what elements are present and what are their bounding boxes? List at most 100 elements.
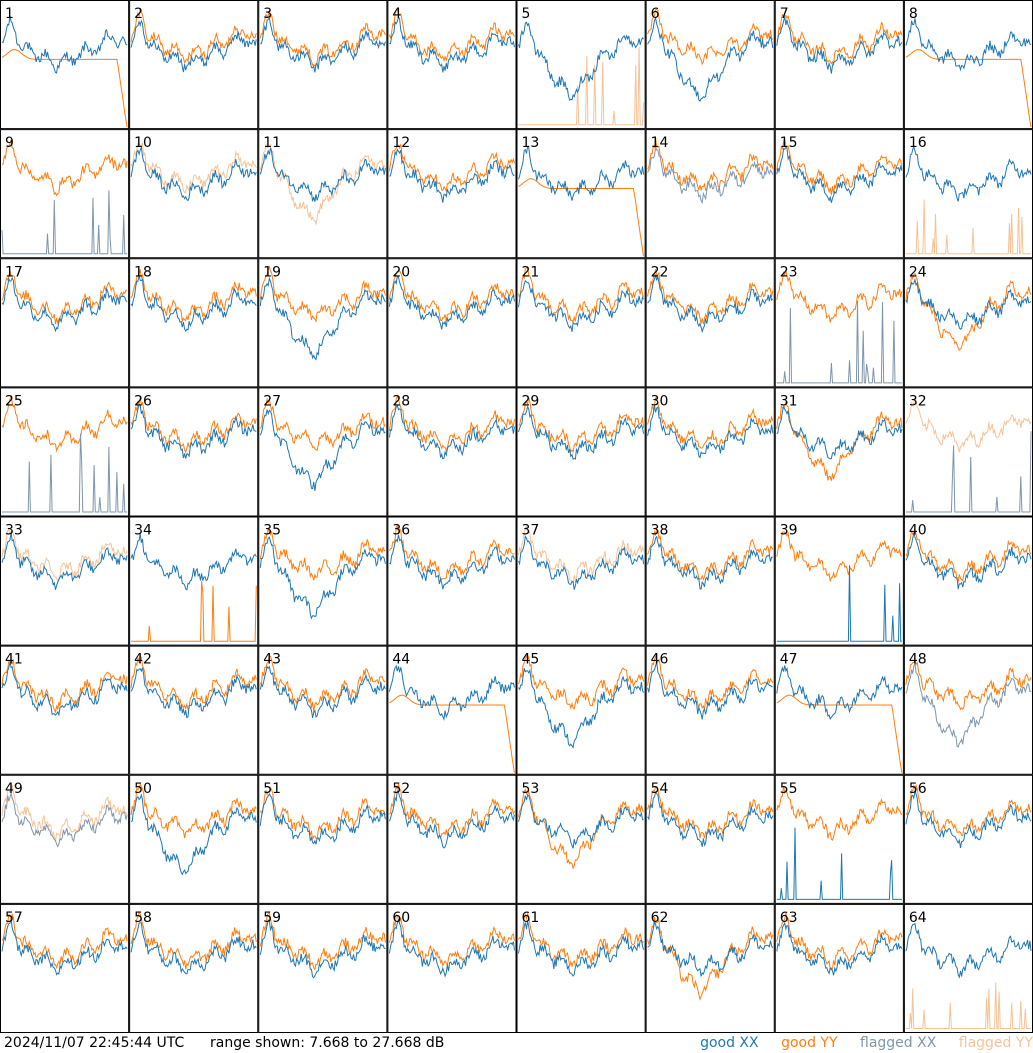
panel-label: 17 [5,264,23,280]
panel-frame [645,645,775,775]
panel-label: 49 [5,781,23,797]
series-flagged-xx [647,146,774,205]
series-good-yy [518,912,644,968]
series-good-yy [776,13,903,67]
panel-frame [129,774,259,904]
panel-label: 34 [134,523,152,539]
series-good-xx [388,917,515,978]
panel-label: 32 [909,393,927,409]
panel-label: 21 [522,264,540,280]
panel-frame [387,645,517,775]
panel-frame [0,645,130,775]
series-good-yy [259,527,386,581]
series-good-xx [905,145,1032,202]
panel-50: 50 [129,774,259,904]
series-good-xx [259,276,386,361]
series-good-xx [259,147,386,202]
series-good-xx [776,146,903,203]
panel-label: 9 [5,135,14,151]
panel-5: 5 [516,0,646,130]
series-good-yy [130,268,257,322]
panel-46: 46 [645,645,775,775]
series-good-yy [776,137,903,196]
panel-label: 45 [522,652,540,668]
series-flagged-xx [905,661,1032,748]
panel-frame [774,0,904,130]
panel-48: 48 [903,645,1033,775]
panel-frame [774,129,904,259]
series-good-xx [905,277,1032,330]
series-good-yy [776,269,903,323]
series-good-yy [130,655,257,711]
panel-57: 57 [0,903,130,1033]
series-good-yy [388,394,515,452]
panel-label: 64 [909,910,927,926]
panel-4: 4 [387,0,517,130]
series-good-yy [130,783,257,839]
series-good-xx [776,16,903,74]
series-good-yy [647,138,774,192]
series-good-yy [389,783,515,840]
panel-label: 42 [134,652,152,668]
panel-frame [516,258,646,388]
panel-frame [0,0,130,130]
panel-37: 37 [516,516,646,646]
series-good-xx [259,919,386,979]
series-good-xx [776,921,903,976]
panel-31: 31 [774,387,904,517]
series-good-xx [518,279,645,332]
panel-label: 23 [780,264,798,280]
series-good-yy [1,659,128,714]
series-good-xx [647,920,774,977]
panel-label: 20 [392,264,410,280]
series-flagged-yy [259,143,386,226]
panel-frame [0,774,130,904]
series-good-xx [1,276,128,333]
panel-frame [258,0,388,130]
series-good-yy [388,269,515,322]
panel-label: 26 [134,393,152,409]
series-good-yy [905,783,1032,837]
legend-good-yy: good YY [781,1035,838,1051]
panel-6: 6 [645,0,775,130]
panel-41: 41 [0,645,130,775]
panel-label: 57 [5,910,23,926]
panel-16: 16 [903,129,1033,259]
panel-frame [774,774,904,904]
panel-8: 8 [903,0,1033,130]
panel-label: 54 [651,781,669,797]
panel-label: 61 [522,910,540,926]
panel-label: 1 [5,6,14,22]
legend: good XX good YY flagged XX flagged YY [682,1034,1033,1052]
series-good-xx [388,789,515,849]
panel-23: 23 [774,258,904,388]
series-flagged-yy [130,142,257,194]
panel-9: 9 [0,129,130,259]
series-good-xx [130,19,257,73]
panel-frame [774,903,904,1033]
panel-45: 45 [516,645,646,775]
series-flagged-xx [776,300,902,384]
series-flagged-xx [1,190,128,255]
panel-label: 18 [134,264,152,280]
series-good-yy [647,8,774,66]
panel-frame [645,516,775,646]
panel-frame [774,516,904,646]
panel-frame [903,645,1033,775]
panel-frame [0,387,130,517]
panel-frame [516,387,646,517]
panel-24: 24 [903,258,1033,388]
panel-frame [129,0,259,130]
panel-36: 36 [387,516,517,646]
panel-27: 27 [258,387,388,517]
series-good-yy [259,786,386,840]
series-flagged-yy [905,982,1031,1029]
legend-flagged-xx: flagged XX [860,1035,937,1051]
panel-22: 22 [645,258,775,388]
panel-33: 33 [0,516,130,646]
panel-frame [258,387,388,517]
panel-35: 35 [258,516,388,646]
series-good-xx [518,920,645,977]
panel-frame [645,903,775,1033]
series-good-xx [647,661,773,720]
